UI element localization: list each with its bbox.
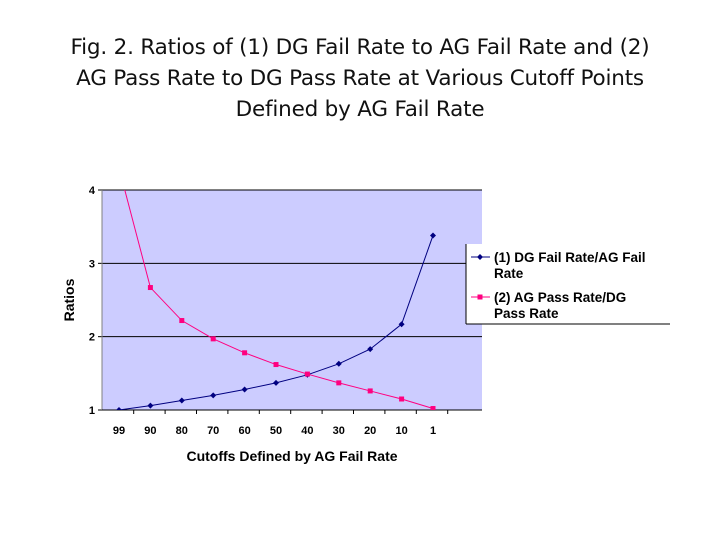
- series-2-point: [430, 406, 436, 410]
- series-2-point: [304, 371, 310, 377]
- series-layer: [116, 166, 436, 410]
- plot-area: [102, 190, 482, 410]
- series-1-point: [273, 379, 279, 386]
- series-2-point: [147, 285, 153, 291]
- series-1-point: [210, 392, 217, 399]
- x-tick-label: 60: [238, 425, 250, 437]
- series-2: [117, 166, 436, 410]
- x-tick-label: 1: [430, 425, 436, 437]
- y-tick-label: 4: [89, 185, 96, 197]
- y-axis-title: Ratios: [61, 278, 77, 321]
- series-2-point: [179, 318, 185, 324]
- title-line-2: AG Pass Rate to DG Pass Rate at Various …: [76, 66, 644, 91]
- legend-label-line: Rate: [494, 266, 524, 281]
- x-tick-label: 90: [144, 425, 156, 437]
- series-1-point: [430, 232, 436, 239]
- series-1-point: [147, 402, 154, 409]
- x-tick-label: 70: [207, 425, 219, 437]
- title-line-3: Defined by AG Fail Rate: [235, 97, 485, 122]
- series-2-point: [242, 350, 248, 356]
- y-tick-label: 3: [89, 258, 95, 270]
- x-tick-label: 80: [176, 425, 188, 437]
- x-axis-title: Cutoffs Defined by AG Fail Rate: [186, 448, 397, 464]
- series-2-point: [367, 388, 373, 394]
- legend-label-line: (1) DG Fail Rate/AG Fail: [494, 250, 646, 265]
- series-1-point: [241, 386, 248, 393]
- series-1-point: [367, 346, 374, 353]
- x-tick-labels: 99 90 80 70 60 50 40 30 20 10 1: [113, 410, 449, 437]
- legend-label-line: (2) AG Pass Rate/DG: [494, 290, 626, 305]
- y-tick-label: 2: [89, 332, 95, 344]
- series-1-point: [398, 321, 405, 328]
- series-1-point: [178, 397, 185, 404]
- chart-title: Fig. 2. Ratios of (1) DG Fail Rate to AG…: [0, 32, 720, 125]
- legend-swatch-marker: [477, 294, 483, 300]
- legend-label-line: Pass Rate: [494, 306, 559, 321]
- y-tick-labels: 1 2 3 4: [89, 185, 96, 417]
- series-2-point: [210, 336, 216, 342]
- series-2-point: [273, 362, 279, 368]
- title-line-1: Fig. 2. Ratios of (1) DG Fail Rate to AG…: [70, 35, 650, 60]
- x-tick-label: 30: [333, 425, 345, 437]
- series-2-point: [399, 396, 405, 402]
- legend-swatch-marker: [477, 254, 483, 260]
- series-1-point: [116, 407, 122, 410]
- x-tick-label: 10: [395, 425, 407, 437]
- series-2-point: [336, 380, 342, 386]
- x-tick-label: 20: [364, 425, 376, 437]
- x-tick-label: 99: [113, 425, 125, 437]
- x-tick-label: 50: [270, 425, 282, 437]
- legend-box: [466, 244, 670, 324]
- series-1-point: [335, 360, 342, 367]
- y-tick-label: 1: [89, 405, 95, 417]
- x-tick-label: 40: [301, 425, 313, 437]
- series-2-point: [117, 166, 122, 171]
